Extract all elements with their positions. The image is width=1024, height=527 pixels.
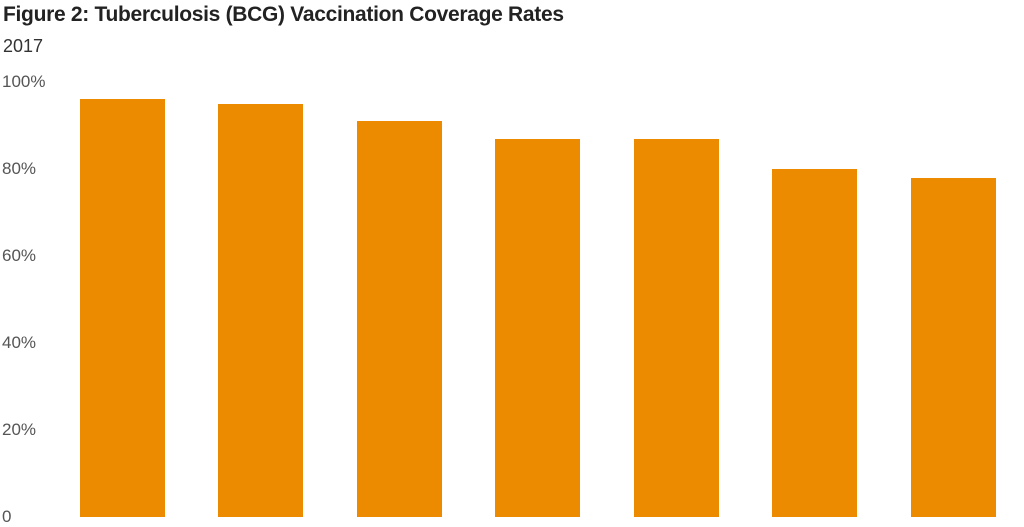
y-tick-label: 60% [2,246,37,265]
y-tick-label: 40% [2,333,37,352]
bar [634,138,719,517]
y-tick-label: 80% [2,159,37,178]
chart-title: Figure 2: Tuberculosis (BCG) Vaccination… [3,3,564,26]
bar [772,169,857,517]
bar [911,177,996,517]
bar [80,99,165,517]
y-tick-label: 20% [2,420,37,439]
bar [495,138,580,517]
bar [357,121,442,517]
chart-subtitle: 2017 [3,36,44,56]
y-tick-label: 100% [2,72,46,91]
bar [218,103,303,517]
y-tick-label: 0 [2,507,12,526]
plot-area: 0 20% 40% 60% 80% 100% [2,72,996,526]
